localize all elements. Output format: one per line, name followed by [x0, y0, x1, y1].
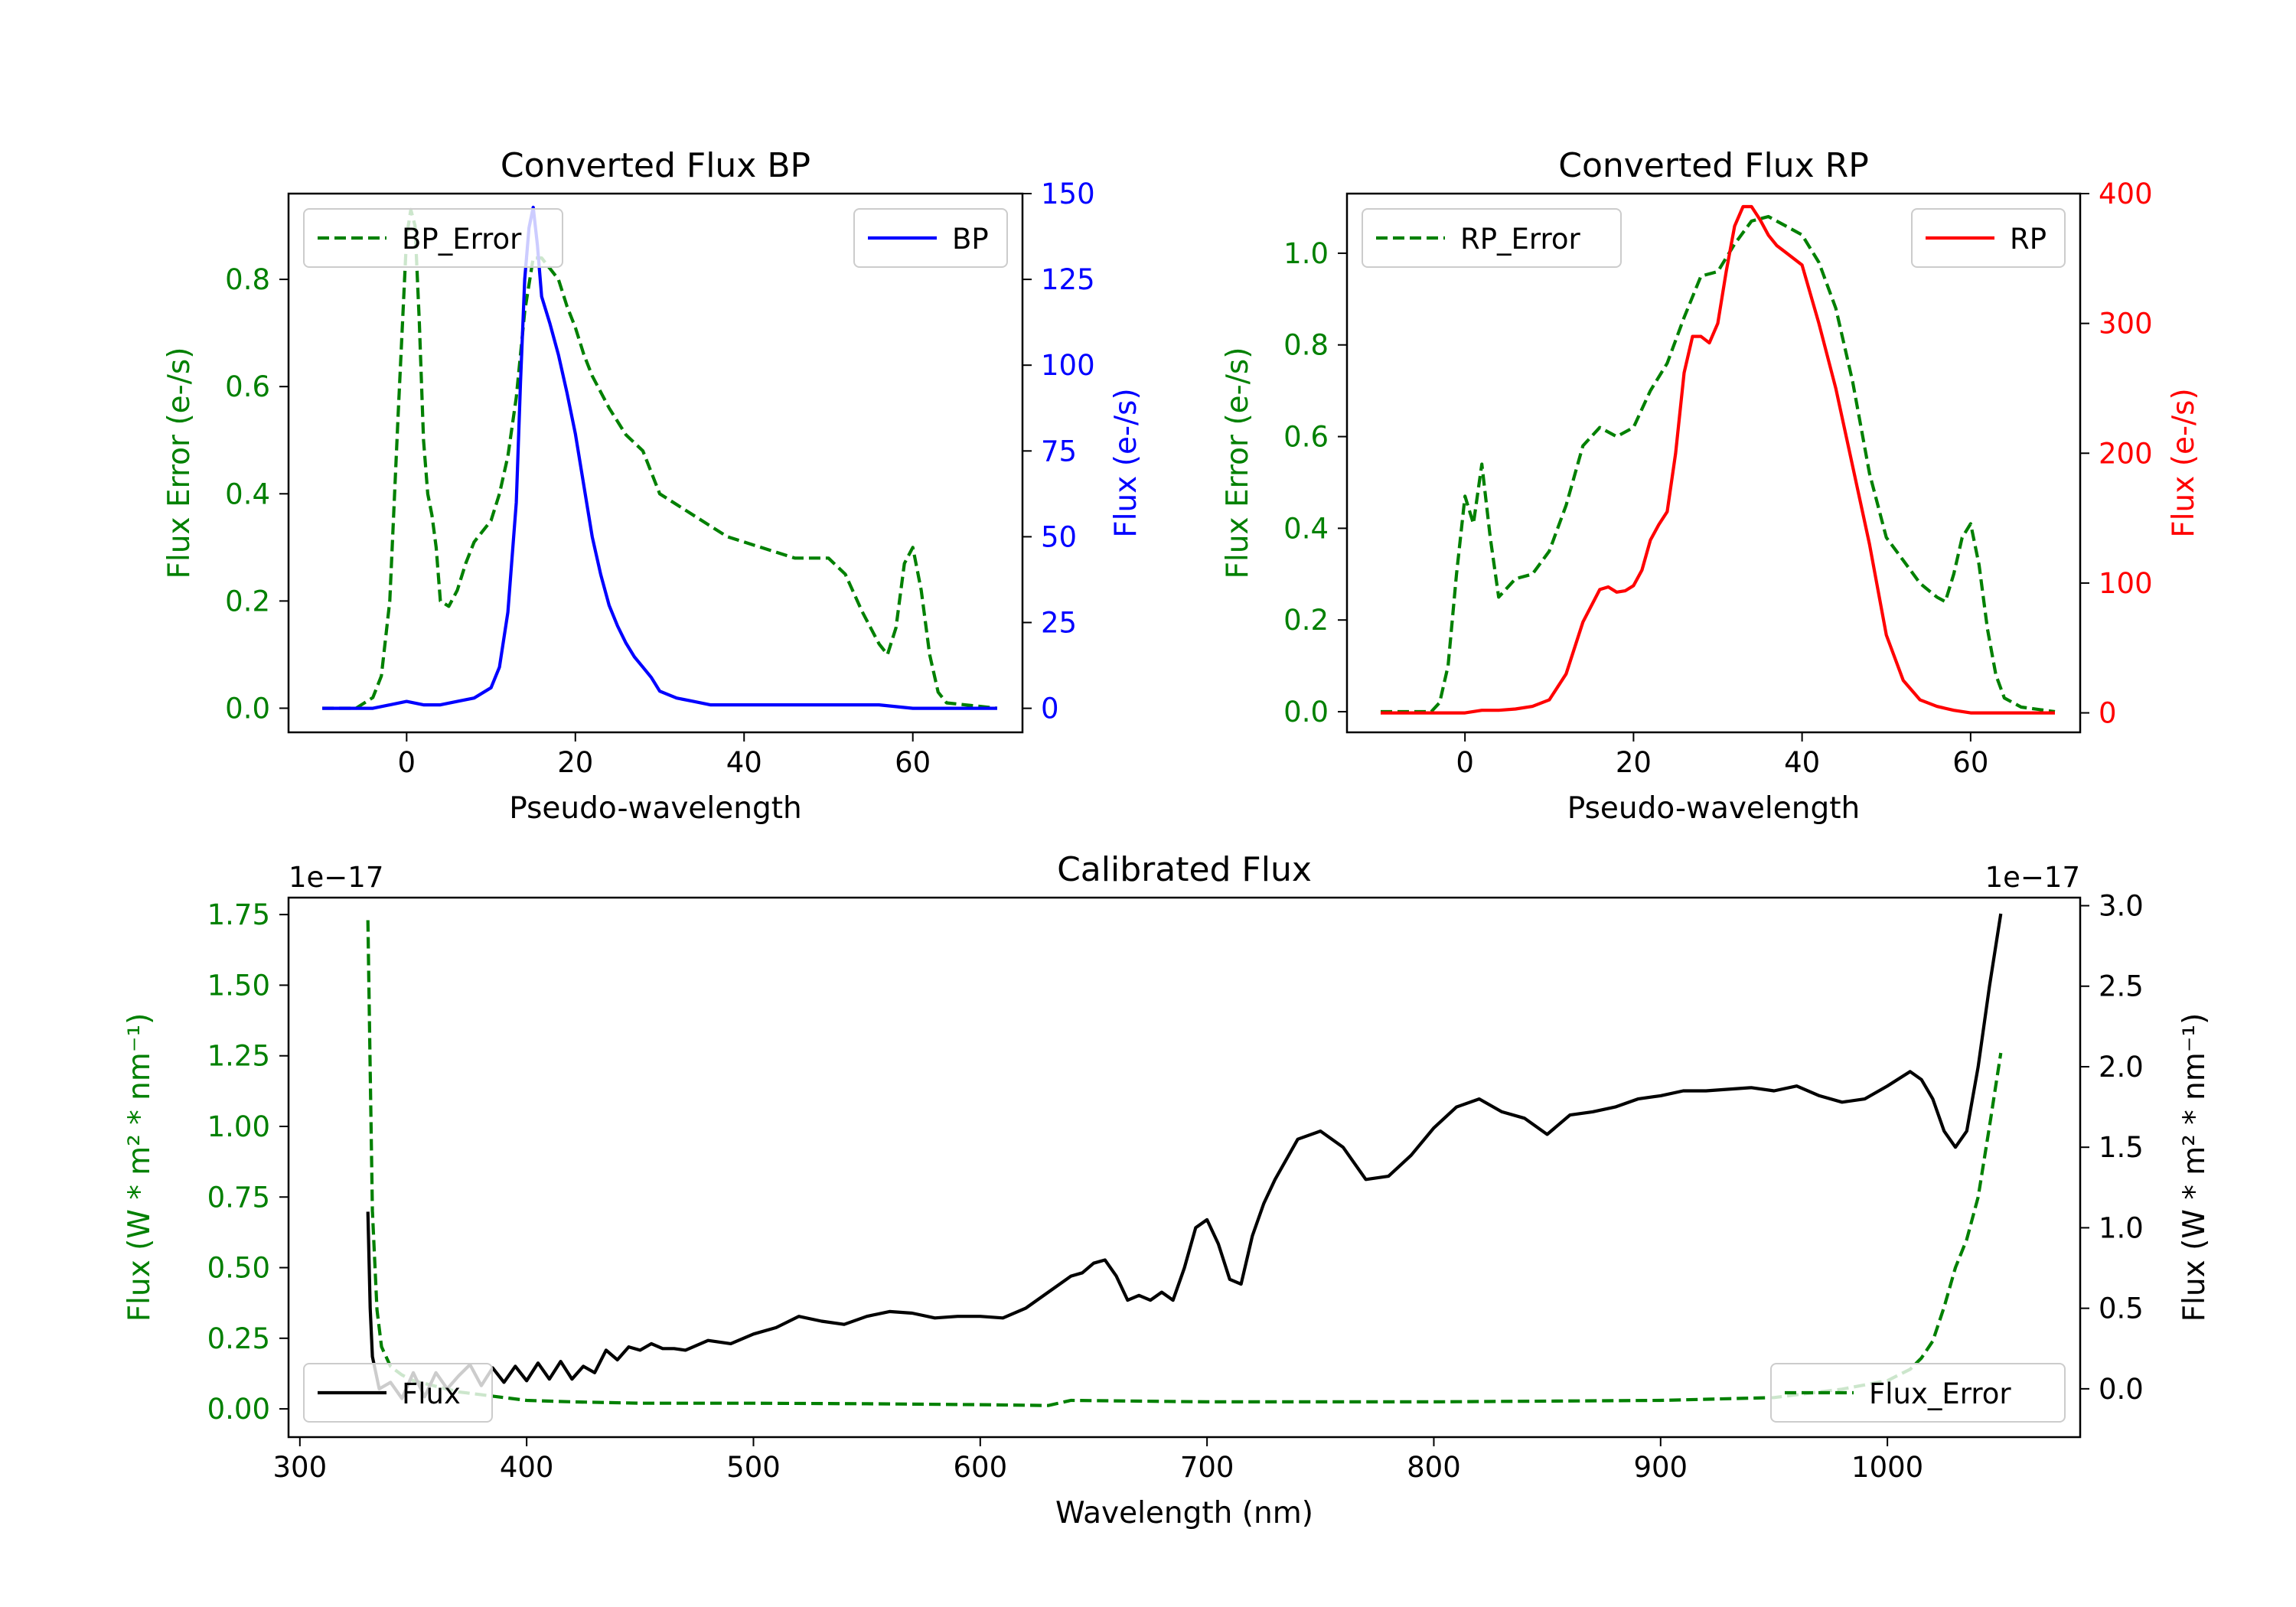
legend-flux: Flux — [303, 1363, 493, 1423]
x-tick-label: 0 — [398, 746, 416, 779]
y-left-axis-label: Flux Error (e-/s) — [162, 347, 197, 579]
legend-box — [303, 1363, 493, 1423]
y-left-tick-label: 1.25 — [207, 1040, 270, 1073]
legend-box — [1362, 208, 1622, 268]
legend-label: Flux_Error — [1869, 1377, 2011, 1410]
legend-label: BP — [952, 223, 989, 256]
axes-frame — [1345, 192, 2082, 734]
legend-label: RP — [2010, 223, 2047, 256]
x-tick-label: 0 — [1456, 746, 1474, 779]
x-axis-label: Pseudo-wavelength — [1567, 791, 1860, 826]
y-left-tick-label: 1.00 — [207, 1110, 270, 1143]
x-tick-label: 20 — [557, 746, 593, 779]
y-left-tick-label: 1.0 — [1283, 237, 1329, 270]
x-tick-label: 500 — [726, 1451, 781, 1484]
y-right-tick-label: 100 — [2099, 567, 2153, 600]
y-right-tick-label: 3.0 — [2099, 890, 2144, 923]
y-left-tick-label: 0.50 — [207, 1252, 270, 1285]
y-left-tick-label: 0.2 — [225, 585, 270, 618]
x-axis-label: Wavelength (nm) — [1055, 1496, 1313, 1530]
y-left-tick-label: 0.0 — [1283, 696, 1329, 729]
x-tick-label: 800 — [1407, 1451, 1461, 1484]
series-bp-error — [322, 207, 998, 710]
y-left-tick-label: 0.6 — [1283, 421, 1329, 454]
series-flux-error — [366, 920, 2003, 1407]
chart-title: Calibrated Flux — [1057, 850, 1312, 889]
y-right-tick-label: 2.0 — [2099, 1051, 2144, 1084]
y-right-offset-label: 1e−17 — [1985, 861, 2080, 894]
y-right-tick-label: 0 — [2099, 697, 2117, 730]
chart-title: Converted Flux BP — [501, 146, 810, 185]
x-tick-label: 900 — [1633, 1451, 1688, 1484]
rp-panel: 0 20 40 60 0.0 0.2 0.4 0.6 0.8 1.0 0 100 200 300 400 Co… — [1221, 146, 2201, 826]
y-right-tick-label: 200 — [2099, 437, 2153, 470]
y-right-tick-label: 150 — [1041, 178, 1095, 210]
y-right-axis-label: Flux (W * m² * nm⁻¹) — [2177, 1013, 2212, 1322]
y-right-tick-label: 125 — [1041, 263, 1095, 296]
legend-box — [1770, 1363, 2066, 1423]
x-tick-label: 300 — [273, 1451, 328, 1484]
y-right-tick-label: 25 — [1041, 607, 1077, 640]
series-flux — [366, 913, 2003, 1400]
y-right-tick-label: 50 — [1041, 520, 1077, 553]
y-left-tick-label: 0.2 — [1283, 604, 1329, 637]
x-tick-label: 1000 — [1851, 1451, 1923, 1484]
legend-bp-error: BP_Error — [303, 208, 563, 268]
x-tick-label: 40 — [726, 746, 762, 779]
legend-rp: RP — [1911, 208, 2066, 268]
series-rp — [1381, 204, 2055, 715]
y-right-tick-label: 75 — [1041, 435, 1077, 468]
y-left-tick-label: 0.0 — [225, 692, 270, 725]
legend-rp-error: RP_Error — [1362, 208, 1622, 268]
y-right-tick-label: 0 — [1041, 693, 1059, 725]
x-tick-label: 600 — [953, 1451, 1007, 1484]
legend-flux-error: Flux_Error — [1770, 1363, 2066, 1423]
y-right-tick-label: 0.0 — [2099, 1373, 2144, 1406]
y-left-tick-label: 0.8 — [1283, 329, 1329, 362]
legend-label: Flux — [402, 1377, 461, 1410]
y-left-tick-label: 0.25 — [207, 1322, 270, 1355]
y-right-tick-label: 1.5 — [2099, 1131, 2144, 1164]
y-left-offset-label: 1e−17 — [289, 861, 383, 894]
y-left-tick-label: 0.4 — [225, 478, 270, 510]
y-right-tick-label: 0.5 — [2099, 1292, 2144, 1325]
axes-frame — [287, 192, 1024, 734]
y-right-tick-label: 400 — [2099, 178, 2153, 210]
calibrated-panel: 300 400 500 600 700 800 900 1000 0.00 0.25 0.50 0.7… — [122, 850, 2212, 1530]
y-right-axis-label: Flux (e-/s) — [2167, 388, 2201, 537]
y-left-tick-label: 0.75 — [207, 1181, 270, 1214]
x-tick-label: 40 — [1784, 746, 1820, 779]
legend-box — [303, 208, 563, 268]
x-tick-label: 60 — [895, 746, 931, 779]
legend-label: RP_Error — [1460, 223, 1580, 256]
y-right-tick-label: 300 — [2099, 308, 2153, 341]
legend-bp: BP — [853, 208, 1008, 268]
series-bp — [322, 205, 997, 710]
x-axis-label: Pseudo-wavelength — [509, 791, 801, 826]
y-left-axis-label: Flux Error (e-/s) — [1221, 347, 1255, 579]
series-rp-error — [1381, 214, 2056, 714]
x-tick-label: 400 — [500, 1451, 554, 1484]
y-left-tick-label: 1.75 — [207, 898, 270, 931]
legend-label: BP_Error — [402, 223, 522, 256]
axes-frame — [287, 896, 2082, 1439]
y-right-tick-label: 1.0 — [2099, 1211, 2144, 1244]
y-left-tick-label: 0.6 — [225, 370, 270, 403]
y-right-axis-label: Flux (e-/s) — [1109, 388, 1143, 537]
y-left-tick-label: 0.8 — [225, 263, 270, 296]
bp-panel: 0 20 40 60 0.0 0.2 0.4 0.6 0.8 0 25 50 75 100 125 150 Co… — [162, 146, 1143, 826]
x-tick-label: 60 — [1952, 746, 1988, 779]
y-left-tick-label: 1.50 — [207, 969, 270, 1002]
x-tick-label: 700 — [1180, 1451, 1234, 1484]
y-left-tick-label: 0.4 — [1283, 512, 1329, 545]
x-tick-label: 20 — [1616, 746, 1652, 779]
y-right-tick-label: 2.5 — [2099, 970, 2144, 1003]
y-right-tick-label: 100 — [1041, 349, 1095, 382]
y-left-tick-label: 0.00 — [207, 1393, 270, 1426]
chart-title: Converted Flux RP — [1558, 146, 1869, 185]
y-left-axis-label: Flux (W * m² * nm⁻¹) — [122, 1013, 157, 1322]
